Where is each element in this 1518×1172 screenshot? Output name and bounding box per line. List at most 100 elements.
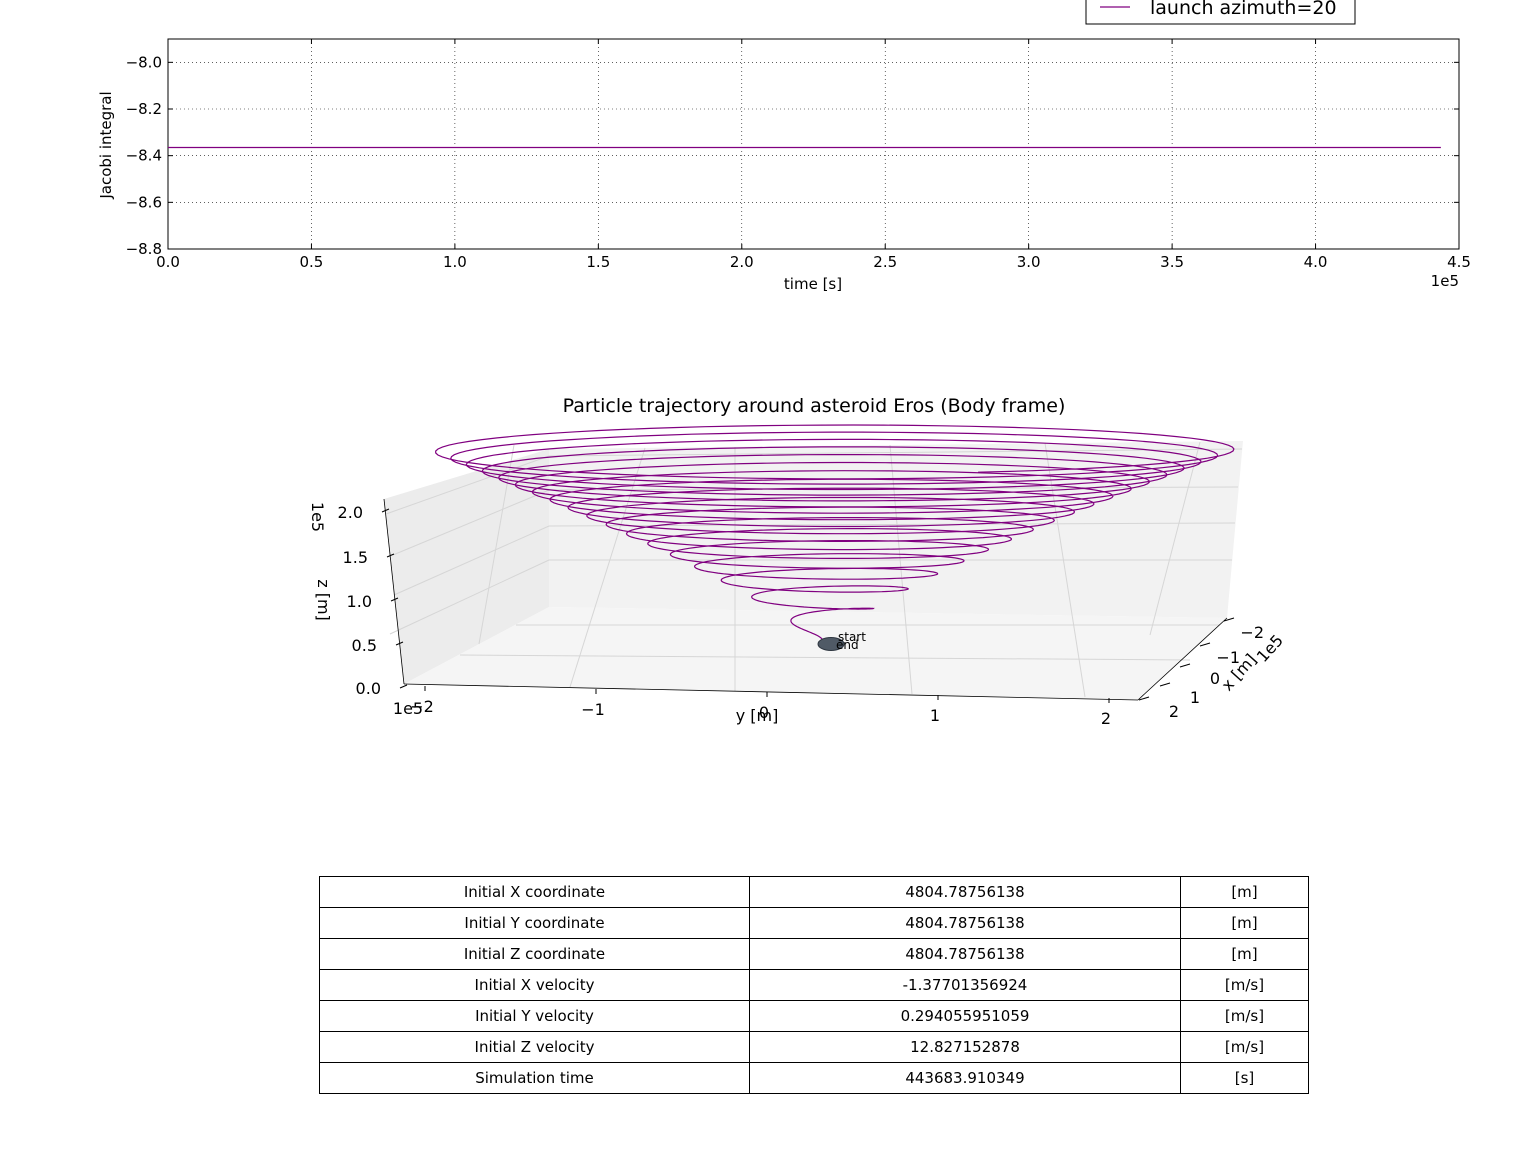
x-tick-label: 1.5 [586,253,610,271]
param-value-cell: 4804.78756138 [749,938,1181,970]
y-tick-label: −8.6 [126,193,162,211]
jacobi-x-ticks: 0.0 0.5 1.0 1.5 2.0 2.5 3.0 3.5 4.0 4.5 [156,39,1471,271]
y-tick-label: 0 [759,703,769,722]
parameters-table-body: Initial X coordinate 4804.78756138 [m] Init… [319,876,1309,1094]
x-tick-label: 2.5 [873,253,897,271]
x-tick-label: 0.5 [300,253,324,271]
z-tick-mark [386,553,395,558]
x-tick-label: −2 [1240,623,1264,642]
x-tick-label: 0.0 [156,253,180,271]
z-axis-label: z [m] [314,579,333,621]
jacobi-x-label: time [s] [784,275,842,293]
z-tick-label: 1.5 [343,548,368,567]
grid-line [569,447,646,688]
x-tick-label: 2.0 [730,253,754,271]
y-tick-label: 2 [1101,709,1111,728]
table-row: Initial Y velocity 0.294055951059 [m/s] [319,1000,1309,1032]
y-axis-ticks: −2 −1 0 1 2 [410,686,1111,728]
table-row: Initial Y coordinate 4804.78756138 [m] [319,907,1309,939]
param-label-cell: Simulation time [319,1062,750,1094]
param-label-cell: Initial Y coordinate [319,907,750,939]
param-unit-cell: [m] [1180,907,1309,939]
x-tick-label: 4.0 [1304,253,1328,271]
z-tick-mark [395,641,404,646]
jacobi-x-offset-label: 1e5 [1431,272,1459,290]
param-label-cell: Initial Z velocity [319,1031,750,1063]
jacobi-chart: 0.0 0.5 1.0 1.5 2.0 2.5 3.0 3.5 4.0 4.5 −8.0 −8.2 −… [97,0,1471,293]
jacobi-y-label: Jacobi integral [97,91,115,199]
x-tick-mark [1159,682,1171,687]
y-tick-label: −8.0 [126,53,162,71]
x-tick-label: 2 [1169,702,1179,721]
z-tick-label: 0.0 [356,679,381,698]
legend-entry: launch azimuth=20 [1150,0,1337,19]
param-unit-cell: [m] [1180,876,1309,908]
trajectory-3d-chart: Particle trajectory around asteroid Eros… [308,395,1287,728]
x-axis-ticks: −2−1 012 [1138,617,1264,721]
z-axis-line [383,498,405,685]
param-value-cell: 443683.910349 [749,1062,1181,1094]
trajectory-title: Particle trajectory around asteroid Eros… [563,395,1066,417]
table-row: Initial Z velocity 12.827152878 [m/s] [319,1031,1309,1063]
z-axis-offset-label: 1e5 [308,502,327,532]
x-tick-label: −1 [1216,648,1240,667]
asteroid-body [817,637,845,651]
x-tick-mark [1179,663,1191,668]
trajectory-line [435,424,1235,646]
z-tick-mark [381,508,390,513]
grid-line [385,455,550,515]
x-axis-line [1137,617,1228,701]
grid-line [478,444,515,645]
x-tick-label: 4.5 [1447,253,1471,271]
z-axis-ticks: 0.0 0.5 1.0 1.5 2.0 [338,503,408,698]
param-unit-cell: [s] [1180,1062,1309,1094]
jacobi-axes-frame [167,38,1460,250]
param-value-cell: -1.37701356924 [749,969,1181,1001]
pane-grid [385,441,1243,698]
grid-line [393,525,550,596]
y-tick-label: −2 [410,697,434,716]
param-value-cell: 0.294055951059 [749,1000,1181,1032]
y-tick-label: −8.4 [126,147,162,165]
param-value-cell: 12.827152878 [749,1031,1181,1063]
grid-line [392,489,550,556]
legend: launch azimuth=20 [1085,0,1356,25]
jacobi-grid [168,39,1459,249]
x-tick-label: 3.0 [1017,253,1041,271]
param-label-cell: Initial X velocity [319,969,750,1001]
param-unit-cell: [m/s] [1180,969,1309,1001]
y-tick-label: 1 [930,706,940,725]
table-row: Initial X velocity -1.37701356924 [m/s] [319,969,1309,1001]
y-tick-label: −8.2 [126,100,162,118]
grid-line [548,522,1236,527]
grid-line [459,654,1191,661]
grid-line [1149,441,1201,636]
x-tick-label: 1.0 [443,253,467,271]
z-tick-label: 0.5 [352,636,377,655]
table-row: Initial Z coordinate 4804.78756138 [m] [319,938,1309,970]
grid-line [548,448,1243,457]
param-label-cell: Initial Z coordinate [319,938,750,970]
y-axis-label: y [m] [736,706,779,725]
grid-line [389,559,550,635]
y-tick-label: −1 [581,700,605,719]
z-tick-label: 1.0 [347,592,372,611]
start-marker-label: start [838,630,866,644]
x-tick-label: 3.5 [1160,253,1184,271]
trajectory-series [435,424,1235,646]
x-tick-mark [1138,696,1150,701]
z-tick-mark [399,684,408,689]
param-unit-cell: [m/s] [1180,1000,1309,1032]
param-label-cell: Initial X coordinate [319,876,750,908]
param-unit-cell: [m/s] [1180,1031,1309,1063]
param-unit-cell: [m] [1180,938,1309,970]
z-tick-mark [390,597,399,602]
table-row: Initial X coordinate 4804.78756138 [m] [319,876,1309,908]
jacobi-y-ticks: −8.0 −8.2 −8.4 −8.6 −8.8 [126,53,1459,258]
x-tick-label: 0 [1210,669,1220,688]
y-axis-line [403,683,1139,701]
end-marker-label: end [836,638,859,652]
table-row: Simulation time 443683.910349 [s] [319,1062,1309,1094]
z-tick-label: 2.0 [338,503,363,522]
